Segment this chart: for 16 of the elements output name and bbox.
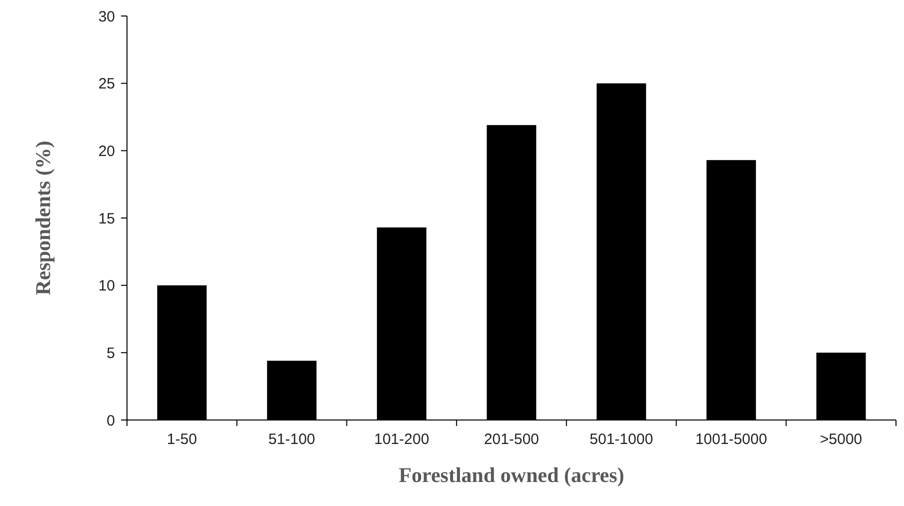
y-tick-label: 30 xyxy=(98,8,115,26)
y-tick-label: 0 xyxy=(106,412,115,430)
y-axis-title: Respondents (%) xyxy=(31,140,55,296)
y-tick-label: 25 xyxy=(98,76,115,93)
x-tick-label: 201-500 xyxy=(484,431,540,448)
y-tick-label: 5 xyxy=(106,344,115,362)
x-tick-label: 1001-5000 xyxy=(695,431,768,448)
y-tick-label: 20 xyxy=(98,142,115,160)
x-tick-label: 51-100 xyxy=(268,431,316,448)
x-tick-label: >5000 xyxy=(820,431,862,448)
x-tick-label: 1-50 xyxy=(166,431,197,448)
y-tick-label: 15 xyxy=(98,210,115,228)
x-axis-title: Forestland owned (acres) xyxy=(398,463,624,487)
x-tick-label: 501-1000 xyxy=(590,431,654,448)
y-tick-label: 10 xyxy=(98,278,115,295)
x-tick-label: 101-200 xyxy=(374,431,430,448)
